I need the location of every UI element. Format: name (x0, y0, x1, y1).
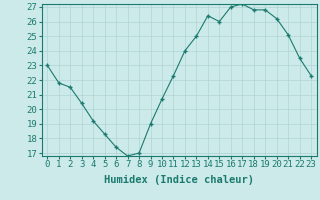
X-axis label: Humidex (Indice chaleur): Humidex (Indice chaleur) (104, 175, 254, 185)
